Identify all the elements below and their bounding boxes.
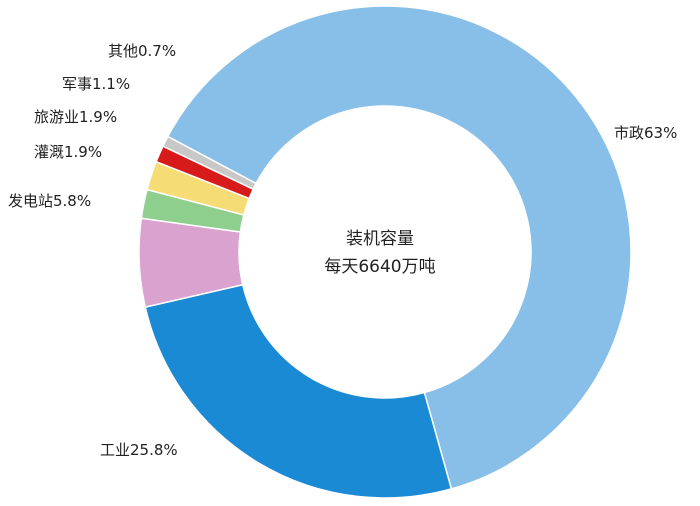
slice-label-other: 其他0.7% xyxy=(108,42,176,60)
slice-label-irrigation: 灌溉1.9% xyxy=(34,143,102,161)
donut-slices xyxy=(138,5,632,499)
slice-label-municipal: 市政63% xyxy=(614,124,677,142)
slice-label-power-station: 发电站5.8% xyxy=(8,192,91,210)
center-text-line-2: 每天6640万吨 xyxy=(324,257,435,277)
center-text-line-1: 装机容量 xyxy=(346,229,414,249)
slice-label-tourism: 旅游业1.9% xyxy=(34,108,117,126)
slice-label-military: 军事1.1% xyxy=(62,75,130,93)
slice-municipal xyxy=(166,5,632,490)
slice-other xyxy=(161,135,258,191)
slice-industry xyxy=(144,283,453,499)
slice-label-industry: 工业25.8% xyxy=(100,441,178,459)
